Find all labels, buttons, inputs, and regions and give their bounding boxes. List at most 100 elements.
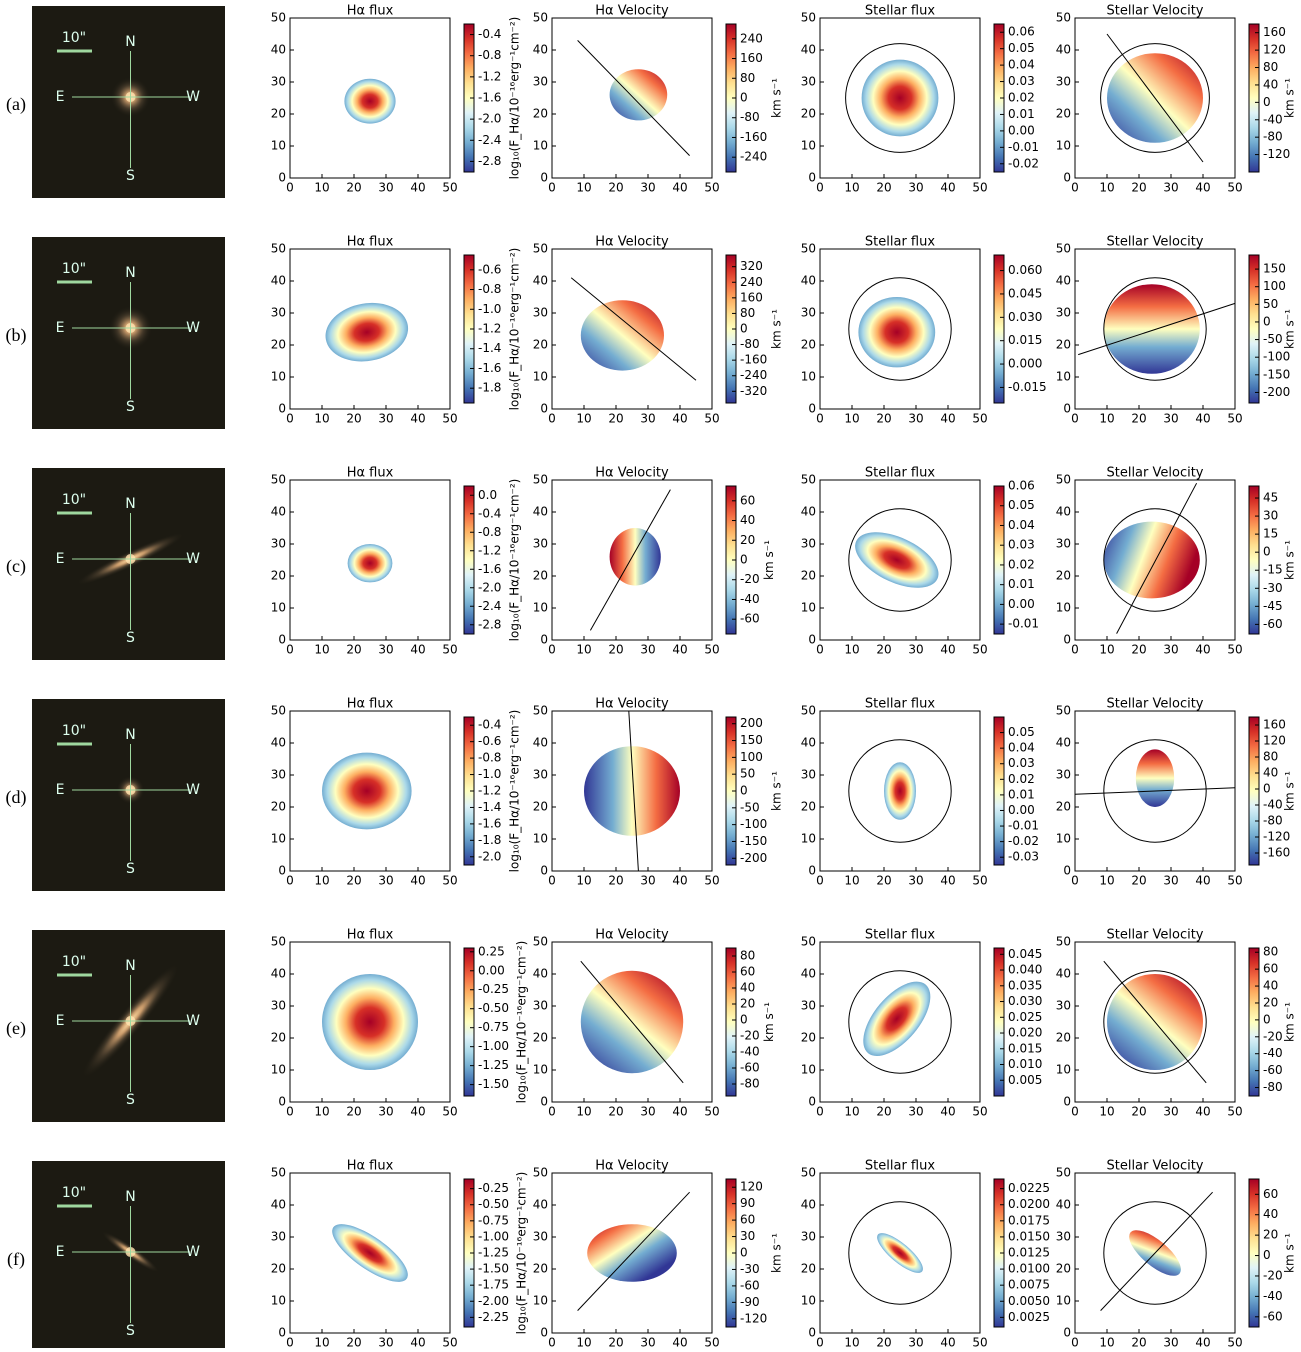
panel-title: Hα flux xyxy=(347,697,394,712)
colorbar-tick-label: 0.0050 xyxy=(1008,1294,1050,1308)
x-tick-label: 20 xyxy=(1131,1105,1146,1119)
y-tick-label: 20 xyxy=(271,569,286,583)
colorbar-tick-label: -2.8 xyxy=(478,617,501,631)
x-tick-label: 20 xyxy=(346,874,361,888)
colorbar-tick-label: 0.04 xyxy=(1008,58,1035,72)
scale-label: 10" xyxy=(62,492,86,508)
colorbar-tick-label: 0.06 xyxy=(1008,479,1035,493)
x-tick-label: 20 xyxy=(876,1336,891,1349)
colorbar-tick-label: 0 xyxy=(1263,782,1271,796)
y-tick-label: 0 xyxy=(278,1095,286,1109)
y-tick-label: 30 xyxy=(801,75,816,89)
colorbar-tick-label: -30 xyxy=(740,1262,760,1276)
colorbar-tick-label: -15 xyxy=(1263,563,1283,577)
colorbar-tick-label: 0.0225 xyxy=(1008,1181,1050,1195)
colorbar-tick-label: 80 xyxy=(740,949,755,963)
y-tick-label: 30 xyxy=(1056,999,1071,1013)
x-tick-label: 50 xyxy=(442,1105,457,1119)
colorbar-tick-label: -0.015 xyxy=(1008,380,1047,394)
scale-label: 10" xyxy=(62,723,86,739)
colorbar-tick-label: 0.015 xyxy=(1008,1041,1042,1055)
y-tick-label: 50 xyxy=(801,935,816,949)
y-tick-label: 50 xyxy=(533,242,548,256)
panel-title: Hα flux xyxy=(347,235,394,250)
map xyxy=(1135,749,1175,807)
x-tick-label: 50 xyxy=(1227,1105,1242,1119)
compass-w: W xyxy=(186,1013,200,1029)
colorbar-tick-label: 0.05 xyxy=(1008,725,1035,739)
row-label: (c) xyxy=(6,556,26,577)
colorbar-tick-label: 0.0150 xyxy=(1008,1229,1050,1243)
x-tick-label: 40 xyxy=(940,1336,955,1349)
compass-s: S xyxy=(126,630,135,646)
x-tick-label: 20 xyxy=(876,181,891,195)
y-tick-label: 20 xyxy=(271,1031,286,1045)
axes-frame xyxy=(1074,710,1236,872)
colorbar-tick-label: 0.03 xyxy=(1008,756,1035,770)
y-tick-label: 50 xyxy=(1056,242,1071,256)
x-tick-label: 0 xyxy=(1071,412,1079,426)
colorbar-label: km s⁻¹ xyxy=(769,309,783,349)
map xyxy=(855,532,939,588)
panel-title: Hα flux xyxy=(347,928,394,943)
y-tick-label: 10 xyxy=(271,370,286,384)
aperture xyxy=(1103,739,1207,843)
colorbar-tick-label: 30 xyxy=(740,1229,755,1243)
y-tick-label: 50 xyxy=(801,242,816,256)
compass-s: S xyxy=(126,861,135,877)
colorbar-tick-label: -1.8 xyxy=(478,381,501,395)
colorbar-tick-label: 0.060 xyxy=(1008,263,1042,277)
map xyxy=(609,69,668,121)
map xyxy=(347,544,393,583)
colorbar-tick-label: -20 xyxy=(1263,1268,1283,1282)
y-tick-label: 20 xyxy=(533,800,548,814)
colorbar-tick-label: 0 xyxy=(740,1013,748,1027)
y-tick-label: 20 xyxy=(1056,569,1071,583)
colorbar-tick-label: 80 xyxy=(740,71,755,85)
y-tick-label: 30 xyxy=(271,537,286,551)
colorbar-tick-label: -1.2 xyxy=(478,322,501,336)
axes-frame xyxy=(1074,248,1236,410)
y-tick-label: 50 xyxy=(533,11,548,25)
map xyxy=(861,59,939,137)
colorbar-tick-label: 0.01 xyxy=(1008,107,1035,121)
colorbar-tick-label: -2.0 xyxy=(478,580,501,594)
colorbar-tick-label: 0.00 xyxy=(1008,597,1035,611)
y-tick-label: 0 xyxy=(540,864,548,878)
colorbar-tick-label: -2.00 xyxy=(478,1294,509,1308)
compass-w: W xyxy=(186,782,200,798)
axes-frame xyxy=(1074,941,1236,1103)
colorbar-tick-label: -0.8 xyxy=(478,751,501,765)
y-tick-label: 40 xyxy=(1056,43,1071,57)
axes-frame xyxy=(551,17,713,179)
x-tick-label: 30 xyxy=(378,412,393,426)
colorbar-tick-label: -30 xyxy=(1263,581,1283,595)
panel-title: Hα flux xyxy=(347,4,394,19)
colorbar xyxy=(463,485,475,635)
colorbar-tick-label: 0.045 xyxy=(1008,286,1042,300)
x-tick-label: 0 xyxy=(286,1105,294,1119)
x-tick-label: 40 xyxy=(410,643,425,657)
y-tick-label: 40 xyxy=(1056,505,1071,519)
colorbar-tick-label: 0.02 xyxy=(1008,772,1035,786)
colorbar-tick-label: 120 xyxy=(1263,734,1286,748)
x-tick-label: 20 xyxy=(346,1105,361,1119)
x-tick-label: 50 xyxy=(704,412,719,426)
y-tick-label: 40 xyxy=(1056,1198,1071,1212)
y-tick-label: 30 xyxy=(801,306,816,320)
x-tick-label: 0 xyxy=(286,1336,294,1349)
y-tick-label: 0 xyxy=(1063,1326,1071,1340)
colorbar-tick-label: -1.2 xyxy=(478,784,501,798)
x-tick-label: 50 xyxy=(442,1336,457,1349)
row-label: (d) xyxy=(6,787,27,808)
y-tick-label: 0 xyxy=(808,402,816,416)
x-tick-label: 10 xyxy=(1099,181,1114,195)
x-tick-label: 10 xyxy=(576,181,591,195)
colorbar-tick-label: -60 xyxy=(740,1061,760,1075)
axes-frame xyxy=(551,710,713,872)
x-tick-label: 50 xyxy=(1227,643,1242,657)
aperture xyxy=(845,43,955,153)
colorbar-tick-label: -120 xyxy=(740,1311,767,1325)
axes-frame xyxy=(289,17,451,179)
